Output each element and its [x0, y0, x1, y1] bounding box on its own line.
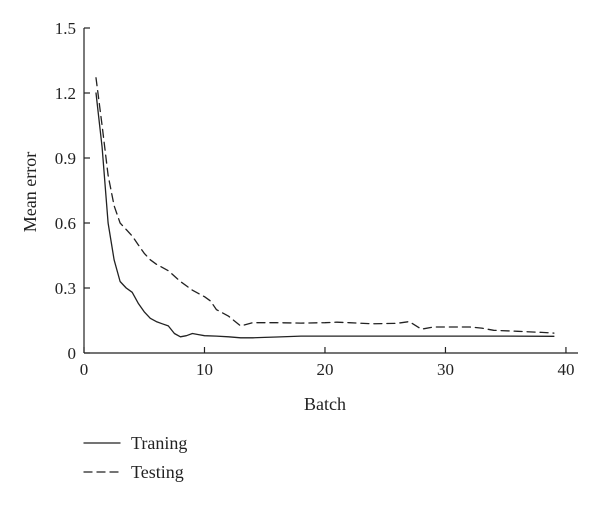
x-tick-label: 10: [196, 360, 213, 379]
y-tick-label: 0.9: [55, 149, 76, 168]
x-tick-label: 0: [80, 360, 89, 379]
plot-area: [95, 77, 555, 339]
axes: 0 0.3 0.6 0.9 1.2 1.5 0 10 20 30 40: [55, 19, 578, 379]
series-line-traning: [95, 92, 555, 339]
series-line-testing: [95, 77, 555, 334]
x-tick-label: 40: [557, 360, 574, 379]
y-tick-label: 0: [68, 344, 77, 363]
legend: Traning Testing: [83, 433, 187, 482]
legend-label-traning: Traning: [131, 433, 187, 453]
x-tick-label: 20: [316, 360, 333, 379]
y-tick-label: 1.2: [55, 84, 76, 103]
y-tick-label: 0.3: [55, 279, 76, 298]
legend-label-testing: Testing: [131, 462, 184, 482]
x-axis-label: Batch: [304, 394, 346, 414]
y-tick-label: 1.5: [55, 19, 76, 38]
x-tick-label: 30: [437, 360, 454, 379]
y-axis-label: Mean error: [20, 152, 40, 232]
y-tick-label: 0.6: [55, 214, 76, 233]
